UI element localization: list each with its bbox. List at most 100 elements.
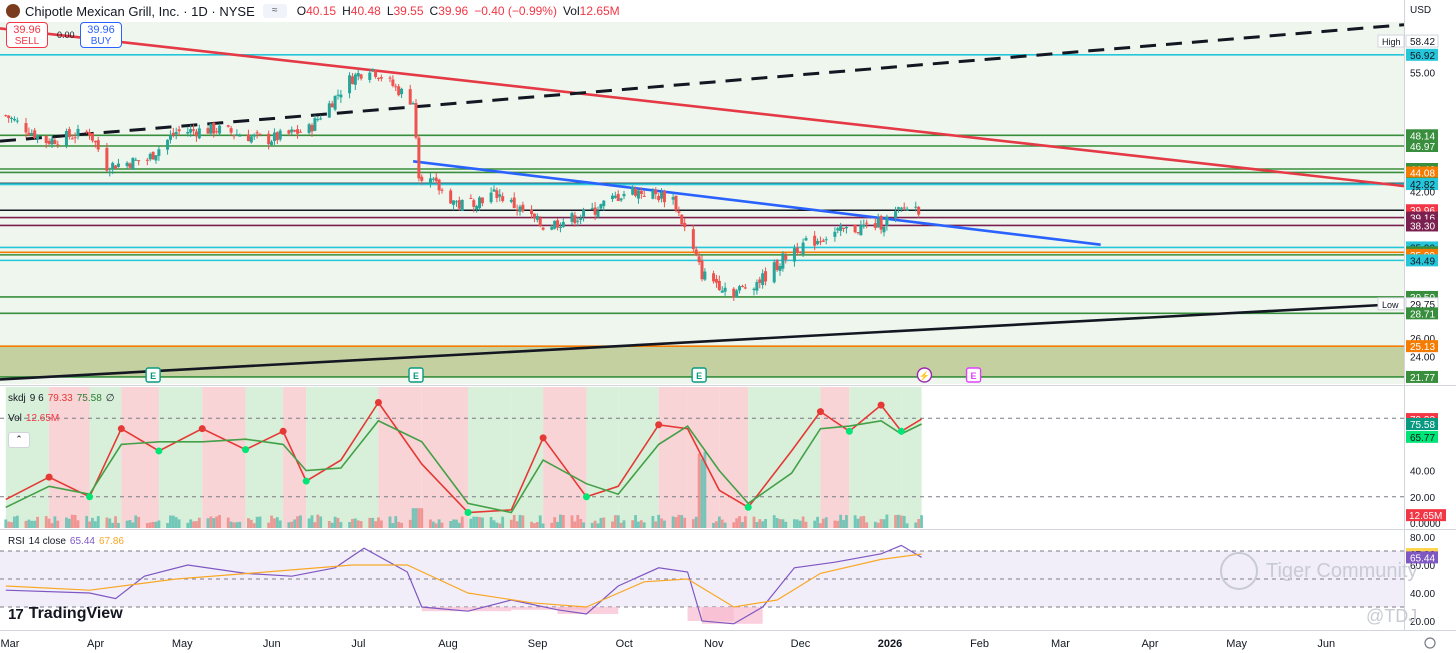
volume-bar [452, 519, 455, 528]
price-axis-label: 26.00 [1410, 334, 1435, 345]
volume-bar [758, 519, 762, 528]
collapse-chevron-icon[interactable]: ⌃ [8, 432, 30, 448]
volume-value-badge [1406, 509, 1446, 522]
skdj-value-label: 65.77 [1410, 433, 1435, 444]
tradingview-logo-icon: 17 [8, 605, 24, 623]
volume-bar [455, 519, 458, 528]
volume-bar [853, 515, 857, 528]
candle-body [775, 260, 779, 270]
skdj-legend[interactable]: skdj 9 6 79.33 75.58 ∅ [8, 393, 118, 404]
volume-bar [189, 519, 193, 528]
earnings-marker-label: E [150, 371, 156, 381]
candle-body [680, 214, 684, 225]
candle-body [795, 247, 799, 253]
skdj-cross-dot [374, 398, 382, 406]
watermark: Tiger Community [1220, 552, 1418, 590]
volume-bar [905, 523, 909, 528]
skdj-regime-band [49, 387, 90, 528]
volume-bar [478, 517, 481, 528]
price-axis-badge [1406, 129, 1438, 142]
skdj-regime-band [511, 387, 544, 528]
price-tag-label: High [1382, 37, 1401, 47]
volume-bar [793, 519, 796, 528]
vol-legend[interactable]: Vol 12.65M [8, 413, 63, 424]
skdj-regime-band [719, 387, 749, 528]
visibility-toggle-icon[interactable]: ≈ [262, 4, 287, 18]
vol-value: 12.65M [25, 413, 60, 424]
candle-body [700, 260, 704, 280]
candle-body [717, 280, 721, 291]
candle-body [914, 206, 918, 208]
volume-bar [414, 508, 418, 528]
volume-bar [96, 516, 100, 528]
volume-bar [91, 517, 94, 528]
volume-bar [795, 519, 799, 528]
candle-body [509, 199, 513, 202]
candle-body [232, 135, 236, 137]
candle-body [408, 89, 412, 105]
candle-body [15, 120, 19, 122]
candle-body [761, 273, 765, 285]
tradingview-brand[interactable]: 17 TradingView [8, 605, 123, 623]
volume-bar [197, 517, 201, 528]
symbol-title[interactable]: Chipotle Mexican Grill, Inc. · 1D · NYSE [25, 3, 255, 19]
candle-body [917, 206, 921, 215]
skdj-regime-band [306, 387, 341, 528]
earnings-marker-icon [965, 367, 982, 383]
volume-bar [897, 514, 900, 528]
volume-bar [252, 523, 256, 528]
price-axis-label: 39.16 [1410, 214, 1435, 225]
time-axis-label: Mar [1051, 638, 1070, 650]
sell-button[interactable]: 39.96 SELL [6, 22, 48, 48]
volume-bar [561, 514, 565, 528]
volume-bar [134, 515, 138, 528]
volume-bar [93, 521, 97, 528]
skdj-regime-band [849, 387, 882, 528]
candle-body [189, 129, 193, 133]
volume-bar [723, 522, 727, 528]
volume-bar [579, 519, 583, 528]
rsi-legend[interactable]: RSI 14 close 65.44 67.86 [8, 536, 128, 547]
volume-bar [611, 521, 614, 528]
volume-bar [651, 516, 655, 528]
volume-bar [255, 516, 259, 528]
skdj-cross-dot [464, 509, 472, 517]
volume-bar [498, 523, 502, 528]
candle-body [431, 178, 435, 180]
earnings-marker-label: ⚡ [919, 370, 930, 382]
candle-body [215, 131, 219, 133]
volume-bar [30, 520, 34, 528]
trend-line [0, 23, 1405, 143]
open-label: O [296, 4, 307, 18]
high-label: H [342, 4, 351, 18]
volume-bar [556, 521, 559, 528]
earnings-marker-label: E [696, 371, 702, 381]
volume-bar [287, 522, 291, 528]
volume-bar [743, 516, 747, 528]
volume-bar [290, 521, 294, 528]
change-value: −0.40 (−0.99%) [474, 4, 557, 18]
candle-body [359, 74, 363, 79]
candle-body [885, 216, 889, 226]
volume-bar [859, 516, 863, 528]
rsi-axis-label: 80.00 [1410, 533, 1435, 544]
skdj-cross-dot [582, 493, 590, 501]
volume-bar [700, 458, 704, 528]
candle-body [619, 198, 623, 201]
volume-bar [821, 518, 825, 528]
currency-selector[interactable]: USD [1410, 5, 1432, 16]
volume-bar [691, 519, 695, 528]
skdj-d-value: 75.58 [76, 393, 102, 404]
candle-body [353, 74, 357, 85]
volume-bar [631, 520, 635, 528]
volume-bar [411, 508, 415, 528]
volume-bar [275, 517, 279, 528]
price-axis-label: 38.30 [1410, 221, 1435, 232]
candle-body [720, 290, 724, 293]
buy-button[interactable]: 39.96 BUY [80, 22, 122, 48]
candle-body [472, 200, 476, 207]
skdj-cross-dot [655, 421, 663, 429]
volume-bar [501, 516, 505, 528]
volume-bar [238, 521, 242, 528]
